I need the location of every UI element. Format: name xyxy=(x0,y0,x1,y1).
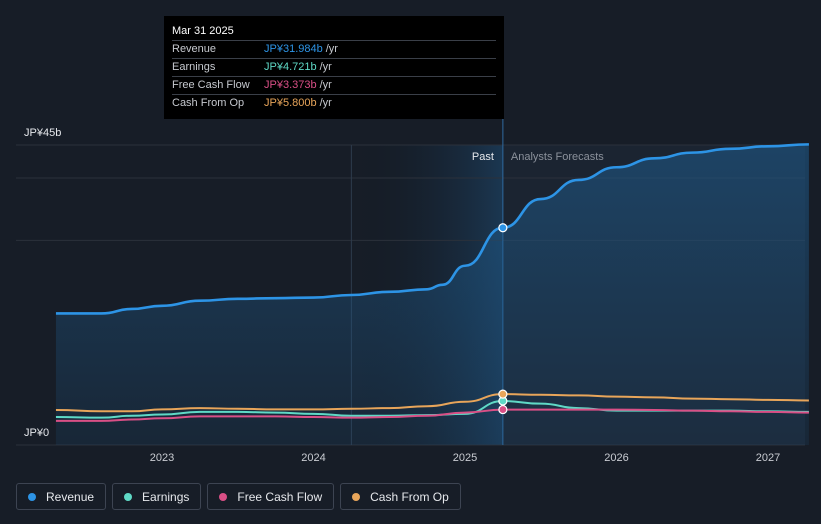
legend-label: Revenue xyxy=(46,489,95,504)
tooltip-row: Earnings JP¥4.721b/yr xyxy=(172,58,496,76)
tooltip-date: Mar 31 2025 xyxy=(172,25,234,37)
tooltip-label: Revenue xyxy=(172,43,217,55)
y-axis-top-label: JP¥45b xyxy=(24,127,61,139)
chart-legend: Revenue Earnings Free Cash Flow Cash From O… xyxy=(16,483,461,510)
tooltip-unit: /yr xyxy=(325,43,338,55)
x-tick-label: 2024 xyxy=(301,452,325,464)
x-tick-label: 2027 xyxy=(756,452,780,464)
legend-item-revenue[interactable]: Revenue xyxy=(16,483,107,510)
x-tick-label: 2023 xyxy=(150,452,174,464)
x-tick-label: 2025 xyxy=(453,452,477,464)
revenue-line xyxy=(55,143,809,315)
x-tick-label: 2026 xyxy=(604,452,628,464)
hover-tooltip: Mar 31 2025 Revenue JP¥31.984b/yr Earnings… xyxy=(164,16,504,119)
legend-label: Cash From Op xyxy=(370,489,449,504)
tooltip-row: Free Cash Flow JP¥3.373b/yr xyxy=(172,76,496,94)
tooltip-value: JP¥4.721b xyxy=(264,61,317,73)
tooltip-value: JP¥31.984b xyxy=(264,43,323,55)
revenue-area xyxy=(55,144,809,445)
legend-dot-icon xyxy=(219,492,228,501)
tooltip-label: Free Cash Flow xyxy=(172,79,250,91)
legend-label: Earnings xyxy=(142,489,190,504)
tooltip-unit: /yr xyxy=(319,97,332,109)
tooltip-row: Cash From Op JP¥5.800b/yr xyxy=(172,94,496,112)
tooltip-value: JP¥5.800b xyxy=(264,97,317,109)
cash-from-op-line xyxy=(55,393,809,413)
tooltip-label: Earnings xyxy=(172,61,216,73)
financial-chart: JP¥45b JP¥0 Past Analysts Forecasts 2023 2024… xyxy=(16,118,809,464)
y-axis-bottom-label: JP¥0 xyxy=(24,427,49,439)
tooltip-unit: /yr xyxy=(319,79,332,91)
legend-label: Free Cash Flow xyxy=(237,489,323,504)
free-cash-flow-line xyxy=(55,408,809,422)
forecast-label: Analysts Forecasts xyxy=(511,151,604,163)
cash-from-op-hover-marker xyxy=(498,389,508,399)
tooltip-label: Cash From Op xyxy=(172,97,245,109)
legend-item-cash-from-op[interactable]: Cash From Op xyxy=(340,483,461,510)
tooltip-row: Revenue JP¥31.984b/yr xyxy=(172,40,496,58)
past-label: Past xyxy=(472,151,494,163)
legend-dot-icon xyxy=(28,492,36,501)
legend-item-earnings[interactable]: Earnings xyxy=(112,483,202,510)
legend-dot-icon xyxy=(352,492,361,501)
tooltip-unit: /yr xyxy=(319,61,332,73)
legend-item-free-cash-flow[interactable]: Free Cash Flow xyxy=(207,483,335,510)
revenue-hover-marker xyxy=(498,223,508,233)
legend-dot-icon xyxy=(124,492,133,501)
free-cash-flow-hover-marker xyxy=(498,404,508,415)
tooltip-value: JP¥3.373b xyxy=(264,79,317,91)
